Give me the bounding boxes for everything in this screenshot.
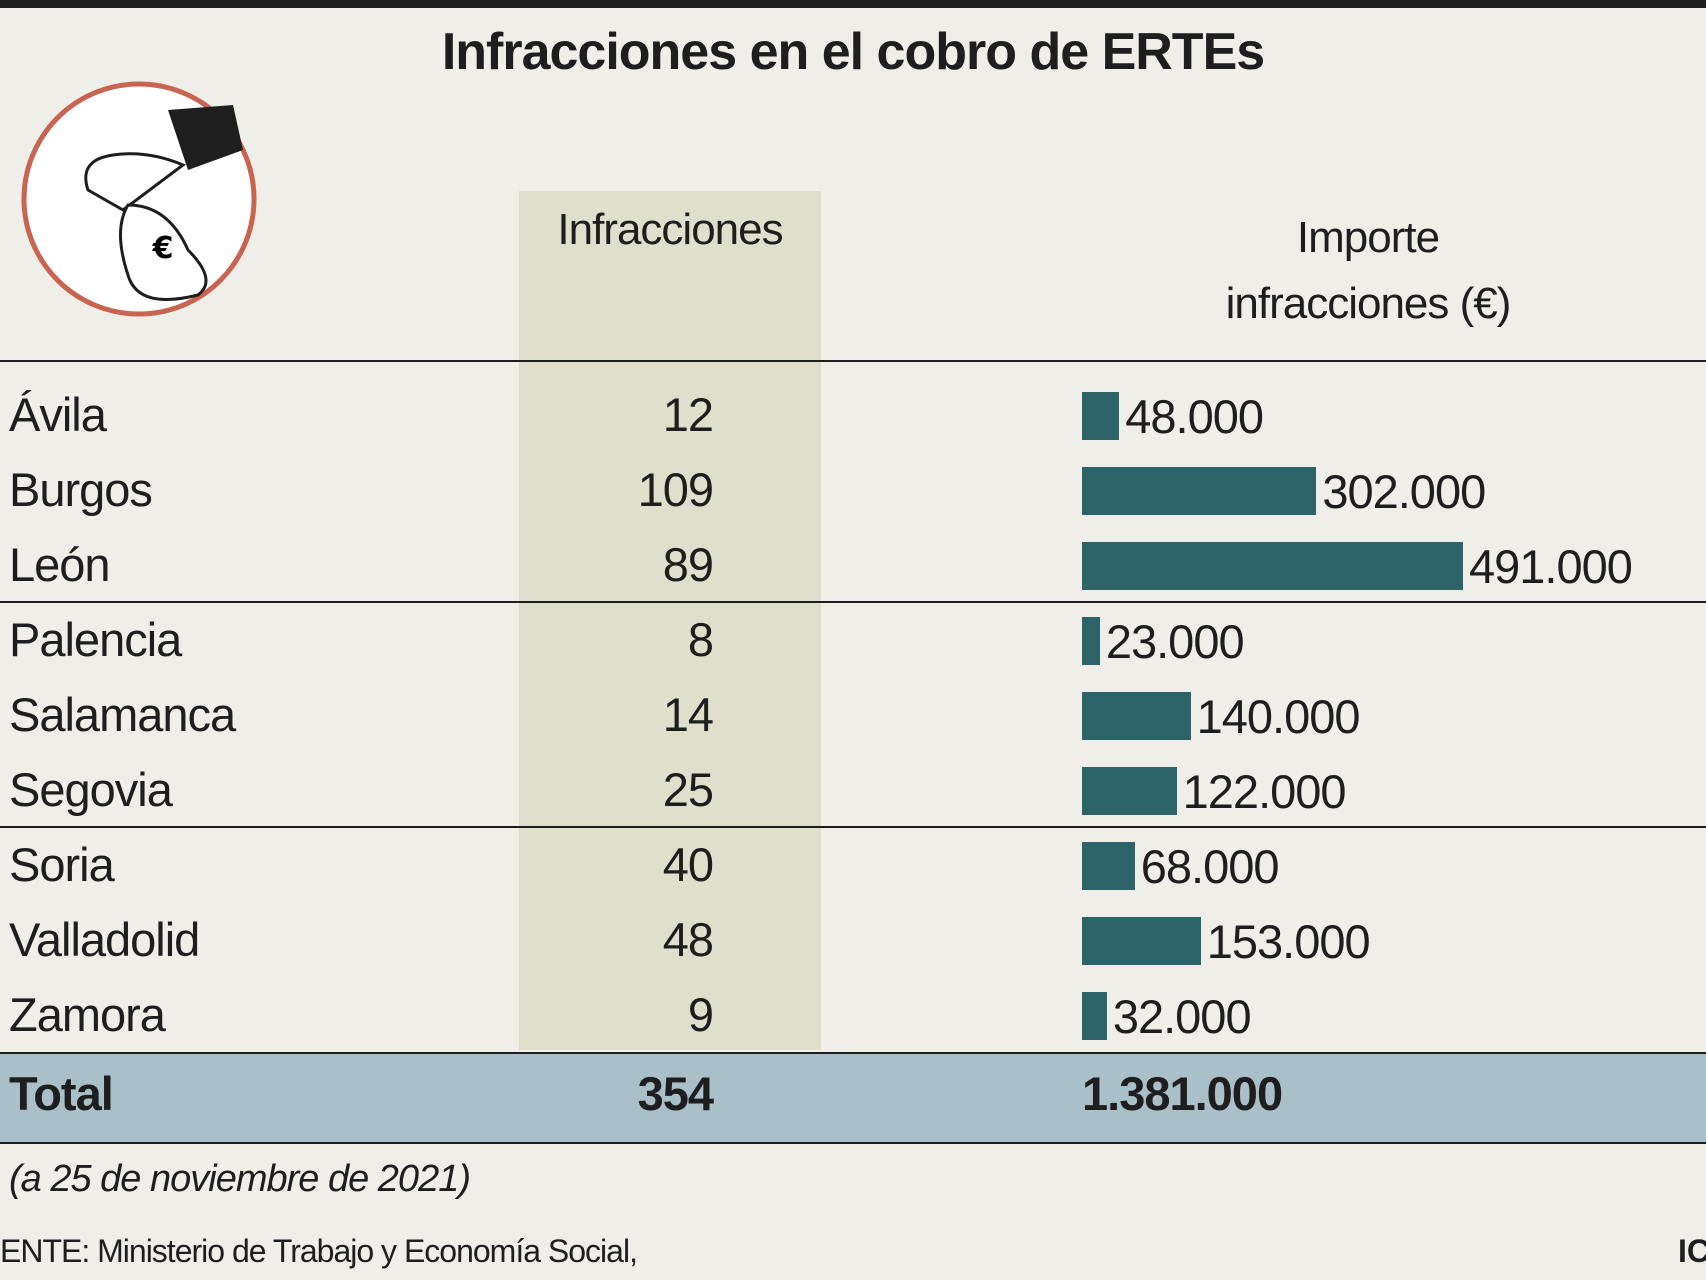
row-label: Ávila — [9, 388, 107, 441]
bar — [1082, 692, 1191, 740]
row-label: Soria — [9, 838, 115, 891]
row-label: Valladolid — [9, 913, 200, 966]
column-shade — [519, 191, 821, 1050]
group-rule — [0, 826, 1706, 828]
infracciones-value: 25 — [662, 763, 714, 816]
icon-symbol: € — [152, 231, 174, 266]
infracciones-value: 9 — [687, 988, 714, 1041]
infracciones-value: 48 — [662, 913, 714, 966]
source: ENTE: Ministerio de Trabajo y Economía S… — [0, 1233, 638, 1269]
group-rule — [0, 601, 1706, 603]
icon: € — [21, 81, 257, 317]
row-label: León — [9, 538, 111, 591]
top-rule — [0, 0, 1706, 8]
column-header: Infracciones — [557, 205, 783, 254]
value-label: 122.000 — [1182, 765, 1347, 818]
bar — [1082, 617, 1100, 665]
value-label: 153.000 — [1206, 915, 1371, 968]
row-label: Zamora — [9, 988, 166, 1041]
total-band — [0, 1052, 1706, 1144]
value-label: 140.000 — [1196, 690, 1361, 743]
title: Infracciones en el cobro de ERTEs — [441, 23, 1265, 81]
value-label: 32.000 — [1112, 990, 1252, 1043]
infracciones-value: 8 — [687, 613, 714, 666]
row-label: Salamanca — [9, 688, 236, 741]
row-label: Segovia — [9, 763, 173, 816]
bar — [1082, 542, 1463, 590]
total-infracciones: 354 — [637, 1067, 714, 1120]
infracciones-value: 12 — [662, 388, 714, 441]
value-label: 68.000 — [1140, 840, 1280, 893]
infracciones-value: 14 — [662, 688, 714, 741]
bar — [1082, 392, 1120, 440]
infracciones-value: 89 — [662, 538, 714, 591]
bar — [1082, 992, 1107, 1040]
header-rule — [0, 360, 1706, 362]
row-label: Burgos — [9, 463, 153, 516]
row-label: Palencia — [9, 613, 182, 666]
infracciones-value: 40 — [662, 838, 714, 891]
credit: IC — [1678, 1233, 1706, 1269]
infracciones-value: 109 — [637, 463, 714, 516]
value-label: 302.000 — [1322, 465, 1486, 518]
value-label: 491.000 — [1469, 540, 1633, 593]
total-importe: 1.381.000 — [1082, 1067, 1283, 1120]
value-label: 23.000 — [1105, 615, 1245, 668]
column-header: Importe infracciones (€) — [1225, 213, 1512, 328]
bar — [1082, 917, 1201, 965]
note: (a 25 de noviembre de 2021) — [9, 1158, 471, 1200]
value-label: 48.000 — [1125, 390, 1264, 443]
total-label: Total — [9, 1067, 114, 1120]
bar — [1082, 767, 1177, 815]
bar — [1082, 467, 1317, 515]
bar — [1082, 842, 1135, 890]
